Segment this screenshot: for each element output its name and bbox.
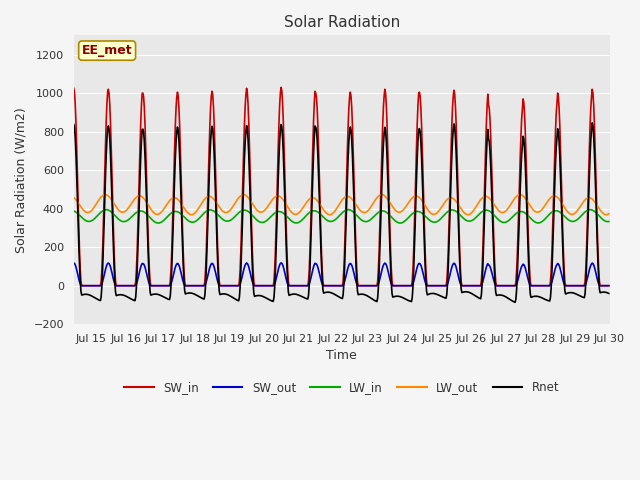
Legend: SW_in, SW_out, LW_in, LW_out, Rnet: SW_in, SW_out, LW_in, LW_out, Rnet xyxy=(120,377,564,399)
Y-axis label: Solar Radiation (W/m2): Solar Radiation (W/m2) xyxy=(15,107,28,252)
Text: EE_met: EE_met xyxy=(82,44,132,57)
X-axis label: Time: Time xyxy=(326,349,357,362)
Title: Solar Radiation: Solar Radiation xyxy=(284,15,400,30)
